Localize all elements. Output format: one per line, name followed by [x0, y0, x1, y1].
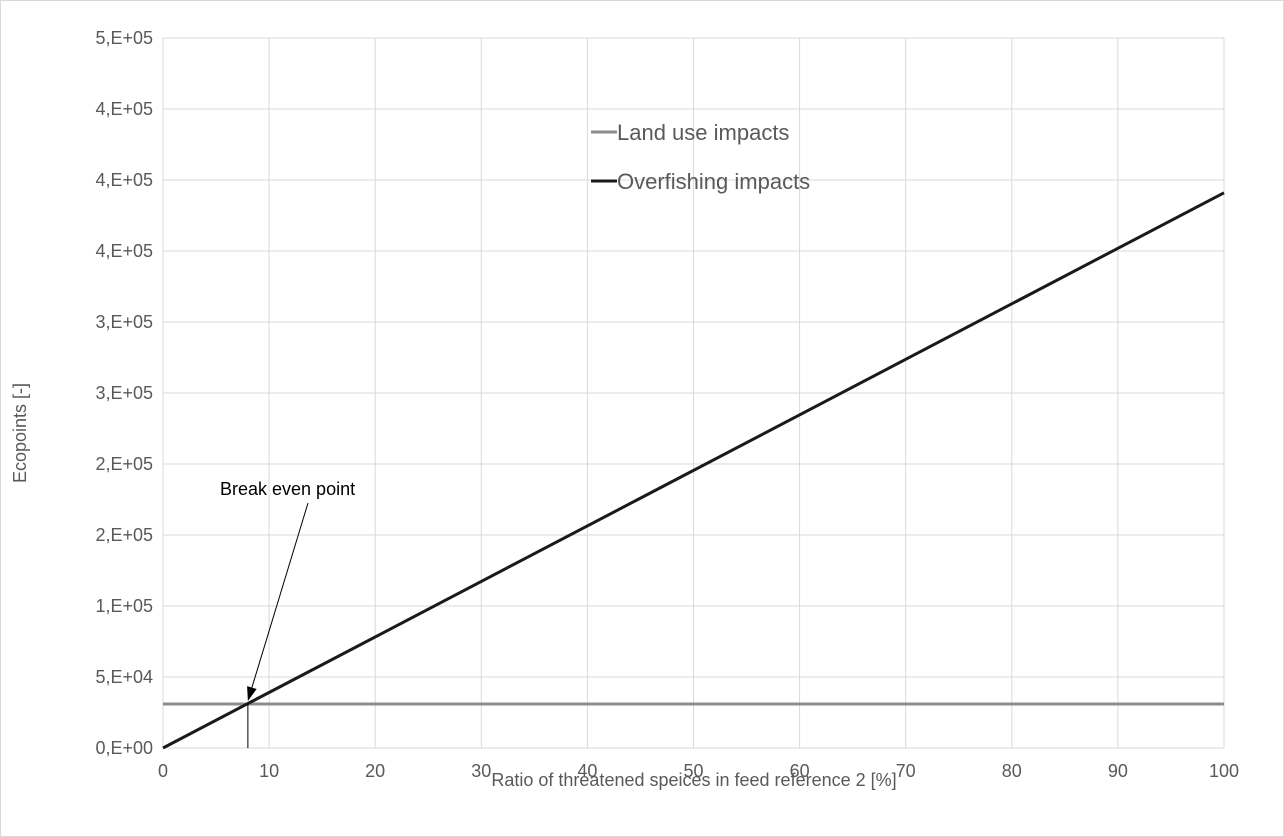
- x-tick-label: 0: [158, 761, 168, 781]
- x-axis-title: Ratio of threatened speices in feed refe…: [491, 770, 896, 790]
- x-tick-label: 100: [1209, 761, 1239, 781]
- y-tick-label: 4,E+05: [95, 99, 153, 119]
- y-tick-label: 4,E+05: [95, 170, 153, 190]
- x-tick-label: 80: [1002, 761, 1022, 781]
- series-lines: [162, 191, 1225, 750]
- x-tick-label: 90: [1108, 761, 1128, 781]
- break-even-arrow: [251, 502, 309, 688]
- y-tick-label: 5,E+04: [95, 667, 153, 687]
- y-tick-label: 0,E+00: [95, 738, 153, 758]
- y-axis-title: Ecopoints [-]: [10, 383, 30, 483]
- x-tick-label: 30: [471, 761, 491, 781]
- break-even-label: Break even point: [220, 479, 355, 499]
- x-tick-label: 20: [365, 761, 385, 781]
- break-even-annotation: Break even point: [220, 479, 355, 748]
- legend-label-land-use: Land use impacts: [617, 120, 789, 145]
- y-tick-label: 5,E+05: [95, 28, 153, 48]
- y-tick-label: 2,E+05: [95, 525, 153, 545]
- x-tick-label: 60: [790, 761, 810, 781]
- y-tick-label: 4,E+05: [95, 241, 153, 261]
- x-axis-ticks: 0 10 20 30 40 50 60 70 80 90 100: [158, 761, 1239, 781]
- x-tick-label: 70: [896, 761, 916, 781]
- y-tick-label: 1,E+05: [95, 596, 153, 616]
- legend: Land use impacts Overfishing impacts: [591, 120, 810, 194]
- y-tick-label: 2,E+05: [95, 454, 153, 474]
- y-tick-label: 3,E+05: [95, 312, 153, 332]
- y-axis-ticks: 0,E+00 5,E+04 1,E+05 2,E+05 2,E+05 3,E+05 3,E+…: [95, 28, 153, 758]
- x-tick-label: 50: [683, 761, 703, 781]
- y-tick-label: 3,E+05: [95, 383, 153, 403]
- break-even-arrowhead: [247, 686, 257, 701]
- x-tick-label: 10: [259, 761, 279, 781]
- legend-label-overfishing: Overfishing impacts: [617, 169, 810, 194]
- series-line-overfishing: [162, 191, 1225, 750]
- grid: [162, 37, 1225, 749]
- x-tick-label: 40: [577, 761, 597, 781]
